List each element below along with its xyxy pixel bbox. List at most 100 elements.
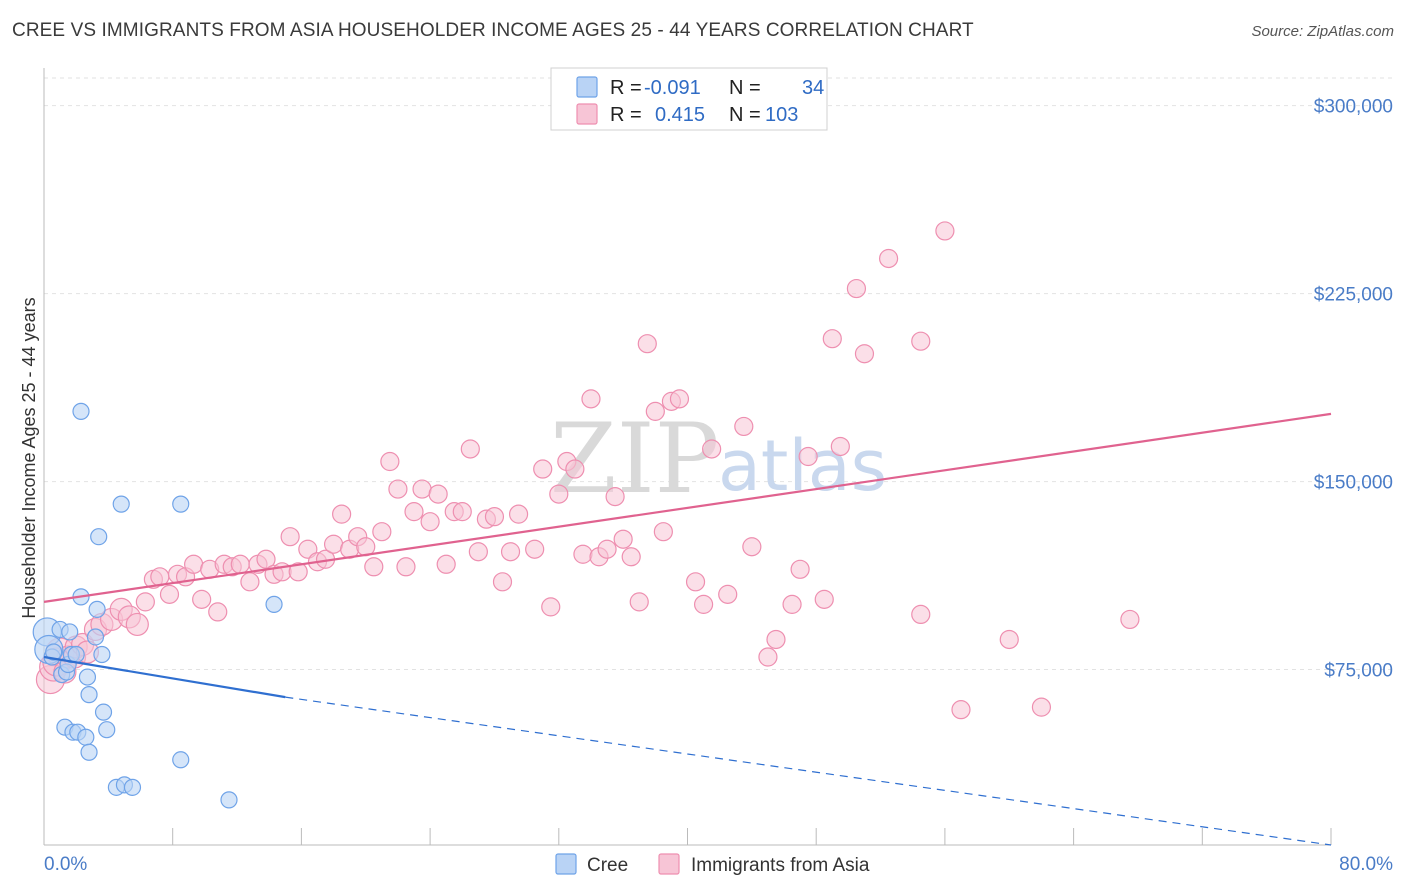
asia-point	[404, 502, 424, 522]
asia-point	[159, 584, 180, 604]
asia-point	[573, 544, 593, 564]
cree-point	[265, 595, 283, 613]
cree-trend-line	[43, 655, 286, 699]
cree-point	[94, 703, 113, 721]
watermark-atlas-text: atlas	[718, 425, 887, 507]
asia-point	[637, 334, 657, 354]
asia-point	[685, 572, 706, 592]
asia-point	[693, 594, 714, 614]
y-tick-label: $75,000	[1324, 661, 1393, 682]
legend-n-label-asia: N =	[729, 104, 761, 126]
bottom-legend-swatch-cree	[555, 853, 577, 875]
asia-point	[718, 584, 738, 604]
cree-point	[80, 743, 98, 761]
bottom-legend-label-cree: Cree	[587, 855, 628, 876]
asia-point	[621, 547, 641, 567]
legend-r-label-asia: R =	[610, 104, 642, 126]
asia-point	[742, 537, 762, 557]
asia-point	[396, 557, 416, 577]
cree-point	[72, 402, 90, 420]
cree-point	[220, 791, 238, 809]
asia-point	[878, 248, 899, 269]
asia-point	[846, 278, 867, 299]
asia-point	[854, 344, 875, 364]
cree-point	[112, 495, 130, 513]
asia-point	[999, 629, 1019, 650]
asia-point	[500, 542, 521, 562]
asia-point	[565, 459, 585, 479]
legend-r-value-cree: -0.091	[644, 77, 701, 99]
chart-title: CREE VS IMMIGRANTS FROM ASIA HOUSEHOLDER…	[12, 20, 974, 41]
asia-point	[288, 562, 308, 582]
asia-trend-line	[43, 412, 1332, 603]
asia-point	[613, 529, 633, 549]
asia-point	[951, 700, 971, 720]
x-tick-labels: 0.0% 80.0%	[44, 854, 1393, 875]
asia-point	[822, 329, 842, 349]
asia-point	[452, 502, 472, 522]
asia-point	[256, 549, 276, 569]
asia-point	[468, 542, 488, 562]
asia-point	[428, 484, 448, 504]
legend-swatch-cree	[576, 76, 598, 98]
asia-point	[911, 331, 931, 351]
cree-point	[45, 643, 63, 661]
legend-n-label-cree: N =	[729, 77, 761, 99]
watermark: ZIP atlas	[550, 403, 887, 515]
asia-point	[364, 557, 384, 577]
asia-point	[280, 527, 300, 547]
source-label: Source: ZipAtlas.com	[1251, 23, 1394, 40]
bottom-legend: Cree Immigrants from Asia	[555, 853, 870, 876]
cree-point	[172, 751, 190, 769]
asia-point	[436, 554, 456, 574]
asia-point	[629, 592, 649, 612]
asia-point	[184, 554, 204, 574]
watermark-zip-text: ZIP	[550, 403, 719, 515]
asia-point	[814, 589, 834, 609]
asia-point	[525, 539, 545, 559]
cree-point	[86, 628, 105, 646]
y-axis-label: Householder Income Ages 25 - 44 years	[19, 297, 39, 618]
trend-lines	[43, 412, 1332, 846]
asia-point	[758, 647, 778, 667]
asia-point	[766, 629, 786, 650]
cree-point	[123, 778, 142, 796]
cree-point	[61, 623, 79, 641]
legend-n-value-asia: 103	[765, 104, 798, 126]
cree-point	[77, 728, 95, 746]
asia-point	[208, 602, 228, 622]
asia-point	[549, 484, 569, 504]
asia-point	[125, 612, 149, 637]
asia-point	[460, 439, 480, 459]
asia-point	[135, 592, 155, 612]
asia-point	[653, 522, 673, 542]
cree-point	[67, 645, 85, 664]
asia-point	[669, 389, 690, 409]
asia-point	[581, 389, 601, 409]
cree-point	[80, 686, 98, 704]
asia-point	[484, 507, 505, 527]
cree-point	[172, 495, 190, 513]
asia-point	[911, 604, 931, 625]
asia-point	[192, 589, 212, 609]
x-tick-label-max: 80.0%	[1339, 854, 1393, 875]
asia-point	[790, 559, 810, 579]
asia-point	[605, 487, 625, 507]
cree-point	[90, 528, 108, 546]
legend-n-value-cree: 34	[802, 77, 824, 99]
asia-point	[597, 539, 617, 559]
asia-point	[508, 504, 529, 524]
legend-r-value-asia: 0.415	[655, 104, 705, 126]
x-tick-label-min: 0.0%	[44, 854, 87, 875]
gridlines	[43, 77, 1392, 845]
y-tick-label: $225,000	[1314, 285, 1393, 306]
asia-point	[230, 554, 250, 574]
cree-point	[93, 645, 111, 664]
asia-point	[798, 446, 818, 467]
asia-point	[492, 572, 513, 592]
bottom-legend-swatch-asia	[658, 853, 680, 875]
legend-box: R = -0.091 N = 34 R = 0.415 N = 103	[550, 67, 828, 131]
asia-point	[420, 512, 440, 532]
asia-point	[702, 439, 722, 459]
cree-point	[78, 668, 97, 686]
